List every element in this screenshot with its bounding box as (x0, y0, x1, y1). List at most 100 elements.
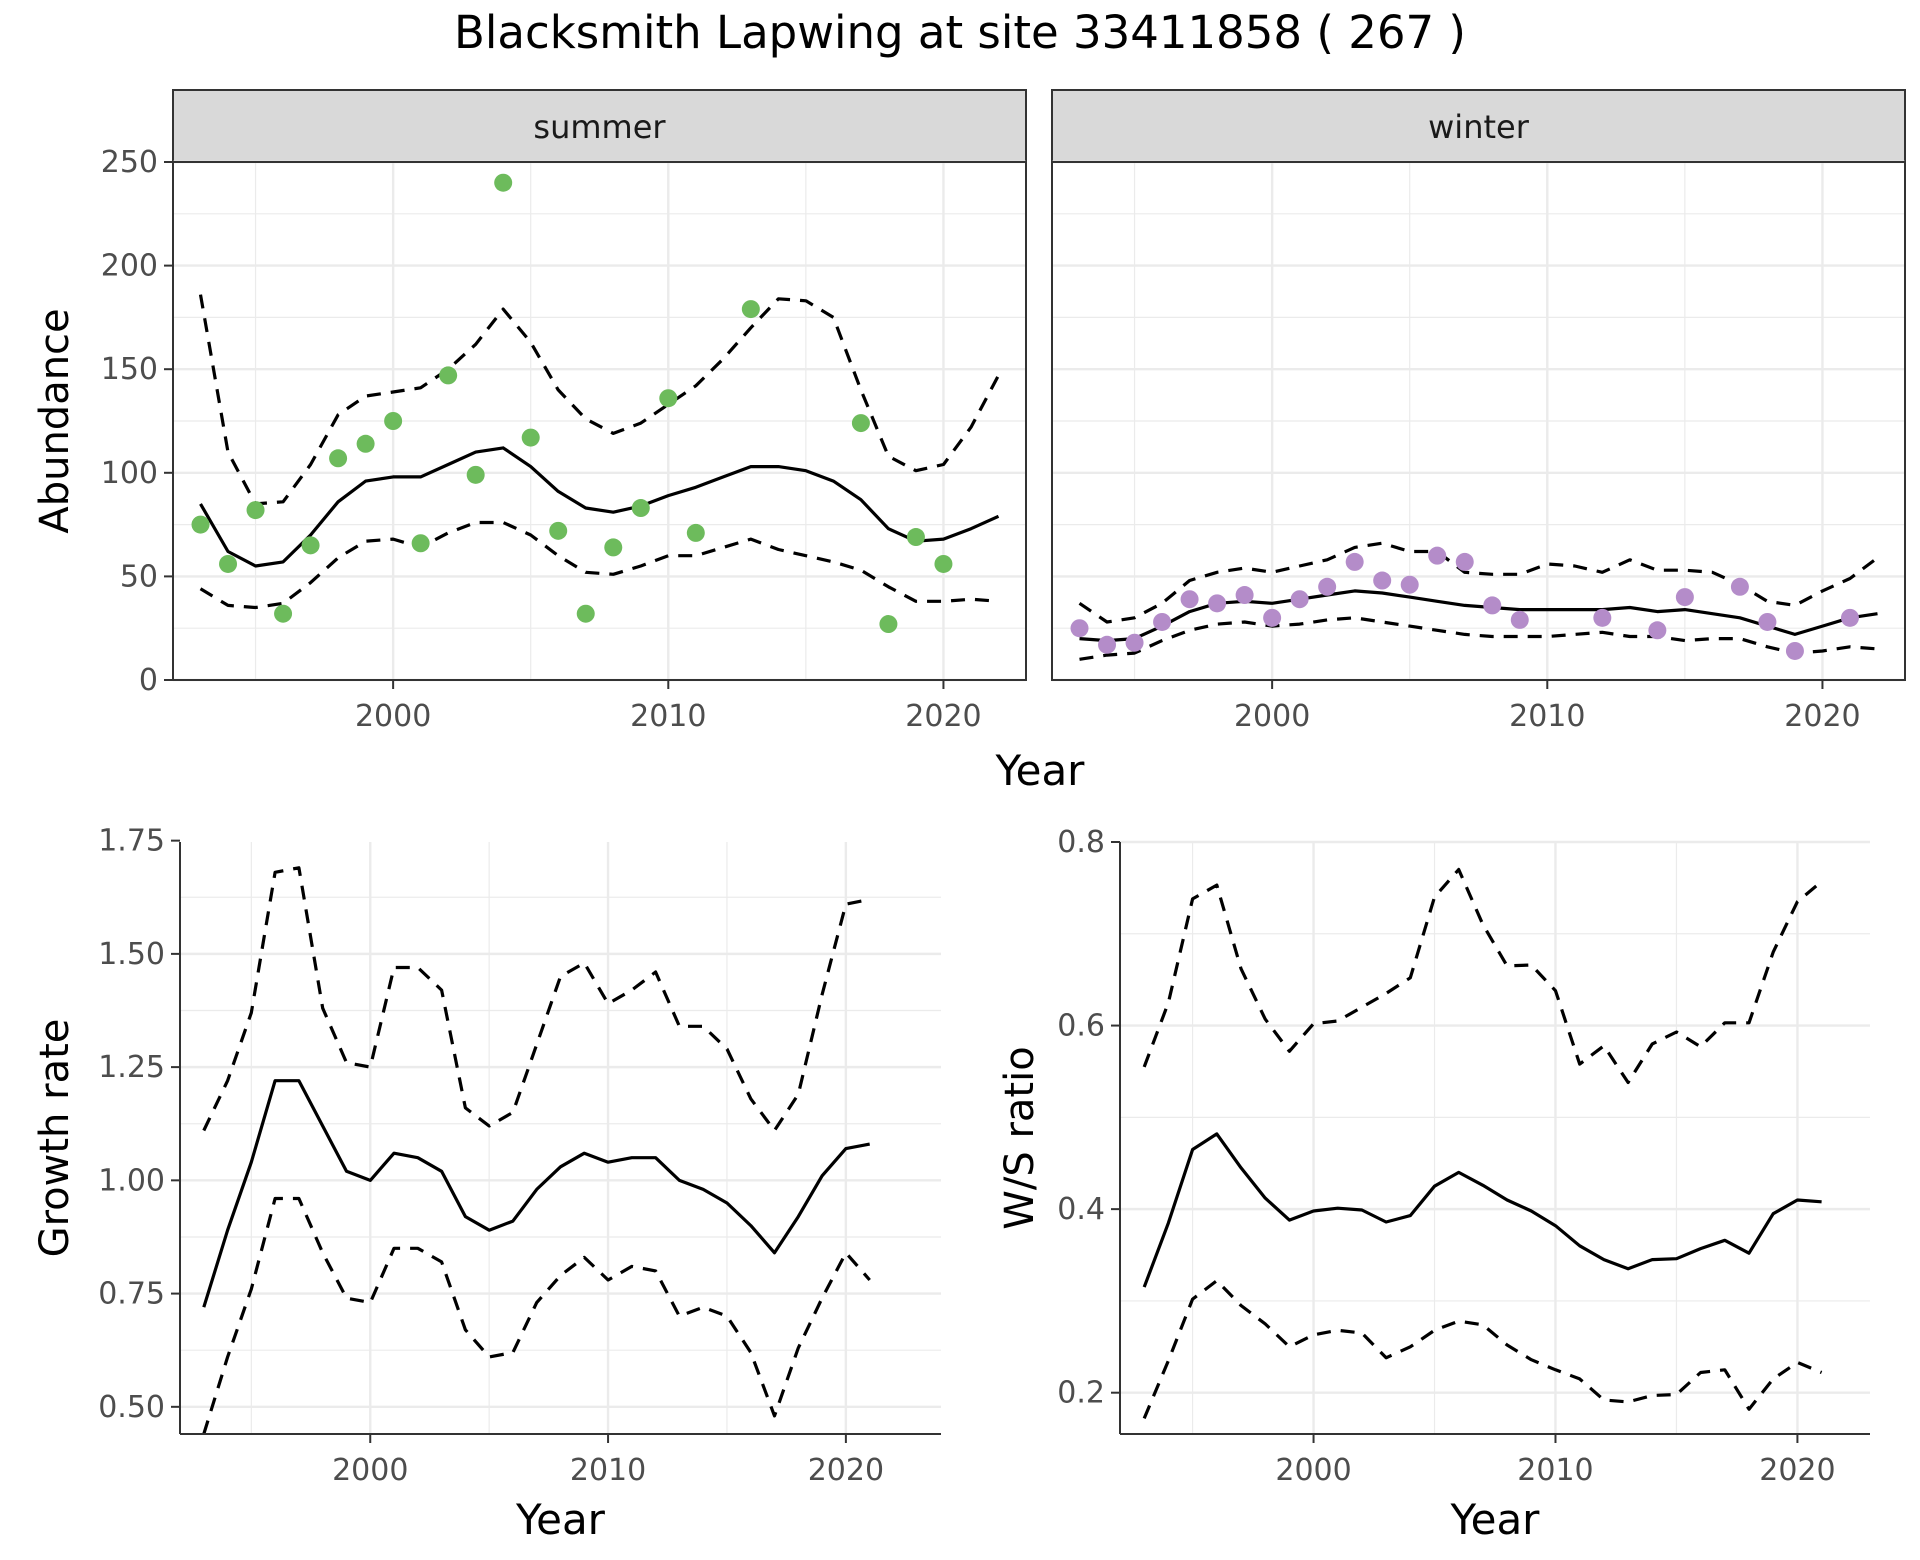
y-tick-label: 1.50 (98, 937, 165, 972)
data-point (1483, 596, 1502, 615)
gridlines (180, 842, 941, 1434)
data-point (1510, 610, 1529, 629)
y-tick-label: 0 (139, 663, 158, 698)
data-point (274, 604, 293, 623)
data-point (934, 554, 953, 573)
y-tick-label: 200 (101, 249, 158, 284)
x-axis-label: Year (515, 1495, 606, 1544)
data-point (1153, 612, 1172, 631)
data-point (741, 300, 760, 319)
strip-summer: summer (172, 89, 1027, 163)
data-point (301, 536, 320, 555)
x-tick-label: 2010 (630, 699, 706, 734)
trend-line (202, 1079, 870, 1308)
x-tick-label: 2000 (1234, 699, 1310, 734)
data-point (1758, 612, 1777, 631)
y-tick-label: 0.2 (1057, 1376, 1105, 1411)
data-point (1180, 590, 1199, 609)
data-point (191, 515, 210, 534)
strip-summer-label: summer (533, 108, 666, 146)
x-tick-label: 2020 (808, 1453, 884, 1488)
data-point (219, 554, 238, 573)
x-tick-label: 2000 (355, 699, 431, 734)
figure-title: Blacksmith Lapwing at site 33411858 ( 26… (454, 6, 1466, 59)
panel-winter-abundance: 2000 2010 2020 (1051, 160, 1906, 734)
y-tick-label: 0.50 (98, 1390, 165, 1425)
panel-ws-ratio: 2000 2010 2020 0.2 0.4 0.6 0.8 W/S ratio Year (997, 825, 1870, 1544)
data-point (1235, 586, 1254, 605)
data-point (1098, 635, 1117, 654)
ci-line-1 (1142, 867, 1823, 1085)
data-point (411, 534, 430, 553)
data-point (1125, 633, 1144, 652)
data-point (494, 173, 513, 192)
strip-summer-bg (172, 89, 1027, 163)
data-point (879, 615, 898, 634)
data-point (1428, 546, 1447, 565)
data-point (576, 604, 595, 623)
data-points (1070, 546, 1859, 660)
data-point (1373, 571, 1392, 590)
y-tick-label: 0.75 (98, 1277, 165, 1312)
data-point (1730, 577, 1749, 596)
strip-winter-bg (1051, 89, 1906, 163)
x-tick-label: 2010 (1509, 699, 1585, 734)
y-tick-label: 1.75 (98, 824, 165, 859)
y-axis-label: Abundance (32, 308, 78, 533)
y-tick-label: 0.4 (1057, 1192, 1105, 1227)
ci-line-1 (198, 294, 1000, 506)
data-point (1455, 552, 1474, 571)
y-tick-label: 100 (101, 456, 158, 491)
trend-line (199, 446, 1000, 568)
data-point (1208, 594, 1227, 613)
y-axis-label: W/S ratio (997, 1046, 1043, 1229)
data-point (1263, 608, 1282, 627)
data-point (384, 412, 403, 430)
data-point (1648, 621, 1667, 640)
y-tick-label: 150 (101, 352, 158, 387)
y-tick-label: 1.25 (98, 1050, 165, 1085)
ci-line-2 (202, 1196, 871, 1435)
panel-summer-abundance: 2000 2010 2020 0 50 100 150 200 250 Abundance (32, 145, 1027, 734)
data-point (329, 449, 348, 468)
data-point (1593, 608, 1612, 627)
data-point (521, 428, 540, 447)
data-point (906, 528, 925, 547)
data-point (1400, 575, 1419, 594)
data-point (1785, 641, 1804, 660)
ci-line-2 (1142, 1279, 1823, 1420)
data-point (1675, 588, 1694, 607)
ci-line-2 (199, 520, 999, 610)
data-point (1070, 619, 1089, 638)
x-axis-label: Year (1450, 1495, 1541, 1544)
y-axis-label: Growth rate (32, 1019, 78, 1258)
data-points (191, 173, 953, 634)
y-tick-label: 0.6 (1057, 1009, 1105, 1044)
y-tick-label: 250 (101, 145, 158, 180)
data-point (686, 523, 705, 542)
y-tick-label: 50 (120, 559, 158, 594)
data-point (1318, 577, 1337, 596)
y-tick-label: 0.8 (1057, 825, 1105, 860)
panel-border (1051, 161, 1906, 681)
x-tick-label: 2010 (570, 1453, 646, 1488)
top-row-xlabel: Year (995, 746, 1086, 795)
trend-line (1142, 1132, 1822, 1288)
x-tick-label: 2020 (1759, 1453, 1835, 1488)
data-point (1345, 552, 1364, 571)
x-tick-label: 2010 (1517, 1453, 1593, 1488)
data-point (246, 501, 265, 520)
ci-line-2 (1079, 616, 1878, 661)
data-point (356, 434, 375, 453)
data-point (466, 465, 485, 484)
data-point (1290, 590, 1309, 609)
data-point (439, 366, 458, 385)
data-point (549, 521, 568, 540)
y-tick-label: 1.00 (98, 1163, 165, 1198)
ci-line-1 (202, 866, 871, 1133)
x-tick-label: 2000 (332, 1453, 408, 1488)
data-point (851, 414, 870, 433)
data-point (659, 389, 678, 408)
